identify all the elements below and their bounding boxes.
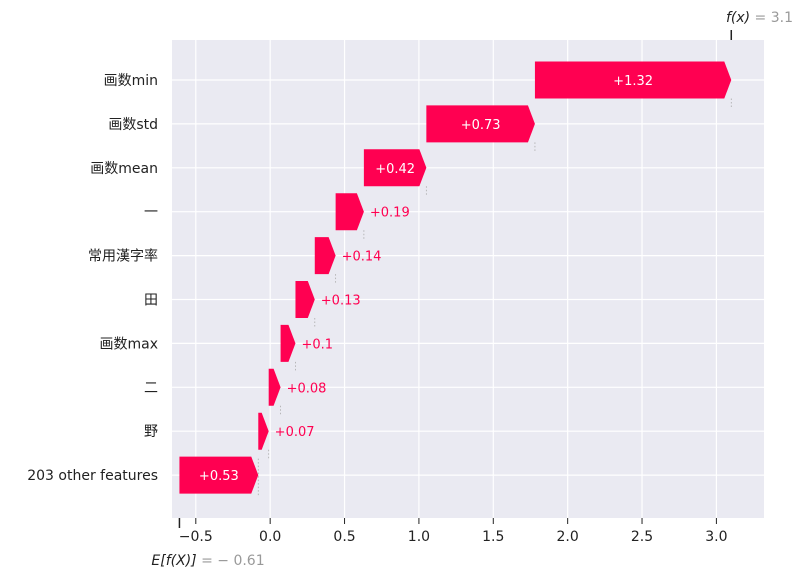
value-label: +0.1 (301, 337, 333, 352)
output-value-annotation: f(x) = 3.1 (726, 10, 793, 26)
base-value-annotation: E[f(X)] = − 0.61 (151, 553, 264, 569)
bar (426, 105, 535, 143)
bar (534, 61, 732, 99)
feature-label: 画数min (104, 73, 158, 89)
value-label: +0.19 (370, 206, 410, 221)
bar (258, 412, 269, 450)
value-label: +1.32 (613, 74, 653, 89)
feature-label: 画数max (99, 336, 158, 352)
feature-label: 203 other features (27, 468, 158, 484)
value-label: +0.14 (342, 250, 382, 265)
bars (179, 61, 732, 496)
x-tick-label: 1.5 (482, 529, 504, 545)
feature-label: 二 (144, 380, 158, 396)
value-label: +0.08 (287, 381, 327, 396)
value-label: +0.07 (275, 425, 315, 440)
x-tick-label: 0.0 (259, 529, 281, 545)
x-tick-label: −0.5 (179, 529, 213, 545)
x-tick-label: 1.0 (408, 529, 430, 545)
bar (179, 456, 259, 494)
bar (363, 149, 427, 187)
value-label: +0.13 (321, 294, 361, 309)
bar (280, 324, 296, 362)
feature-label: 画数std (108, 117, 158, 133)
value-label: +0.73 (461, 118, 501, 133)
feature-label: 一 (144, 205, 158, 221)
labels: +1.32 画数min +0.73 画数std +0.42 画数mean +0.19 一 +0.… (27, 73, 653, 484)
bar (268, 368, 281, 406)
base-value-label: E[f(X)] (151, 553, 196, 569)
output-value-number: = 3.1 (750, 10, 793, 26)
x-axis: −0.5 0.0 0.5 1.0 1.5 2.0 2.5 3.0 (178, 30, 733, 545)
feature-label: 田 (144, 293, 158, 309)
value-label: +0.42 (375, 162, 415, 177)
feature-label: 画数mean (90, 161, 158, 177)
base-value-number: = − 0.61 (197, 553, 265, 569)
value-label: +0.53 (199, 469, 239, 484)
x-tick-label: 2.5 (631, 529, 653, 545)
bar (335, 193, 364, 231)
output-value-label: f(x) (726, 10, 750, 26)
bar (314, 237, 336, 275)
x-tick-label: 0.5 (333, 529, 355, 545)
x-tick-label: 3.0 (705, 529, 727, 545)
bar (295, 281, 315, 318)
feature-label: 常用漢字率 (88, 248, 158, 265)
feature-label: 野 (144, 424, 158, 440)
x-tick-label: 2.0 (557, 529, 579, 545)
